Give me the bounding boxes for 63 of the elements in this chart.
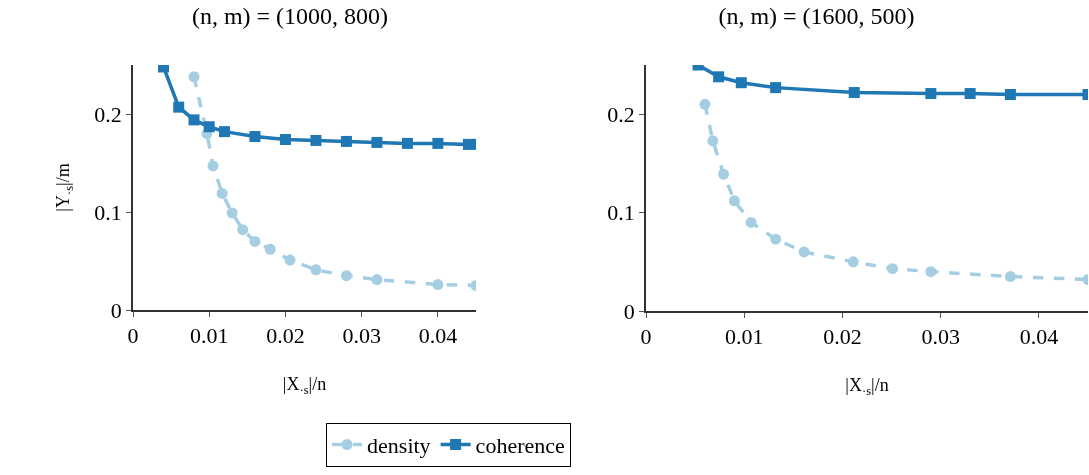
x-tick-label: 0	[640, 324, 652, 350]
point	[310, 264, 322, 276]
point	[718, 168, 730, 180]
point	[340, 270, 352, 282]
x-tick-label: 0.03	[921, 324, 960, 350]
point	[1004, 271, 1016, 283]
point	[279, 133, 291, 145]
y-tick-label: 0.2	[94, 101, 122, 127]
point	[340, 135, 352, 147]
point	[745, 216, 757, 228]
x-tick-label: 0.01	[189, 323, 229, 349]
point	[264, 243, 276, 255]
point	[188, 114, 200, 126]
point	[728, 195, 740, 207]
x-tick-label: 0.02	[823, 324, 862, 350]
point	[707, 135, 719, 147]
point	[925, 266, 937, 278]
point	[216, 187, 228, 199]
y-tick-label: 0.1	[607, 200, 635, 226]
point	[218, 126, 230, 138]
point	[713, 71, 725, 83]
point	[432, 279, 444, 291]
y-tick-label: 0.1	[94, 199, 122, 225]
point	[226, 207, 238, 219]
point	[925, 88, 937, 100]
point	[770, 82, 782, 94]
point	[203, 121, 215, 133]
x-tick-label: 0.03	[342, 323, 381, 349]
point	[401, 137, 413, 149]
point	[371, 136, 383, 148]
x-tick-label: 0.01	[724, 324, 764, 350]
point	[249, 235, 261, 247]
y-tick-label: 0	[110, 297, 122, 323]
x-tick-label: 0.04	[1019, 324, 1059, 350]
point	[188, 71, 200, 83]
legend-label: coherence	[475, 433, 565, 459]
point	[1004, 89, 1016, 101]
point	[371, 274, 383, 286]
chart-title: (n, m) = (1600, 500)	[718, 2, 915, 29]
x-tick-label: 0.04	[418, 323, 458, 349]
point	[847, 256, 859, 268]
x-tick-label: 0	[127, 323, 139, 349]
point	[887, 263, 899, 275]
x-axis-title: |X$_{·s}$|/n	[845, 374, 889, 398]
point	[770, 233, 782, 245]
point	[207, 160, 219, 172]
point	[848, 87, 860, 99]
point	[249, 131, 261, 143]
point	[735, 77, 747, 89]
point	[432, 137, 444, 149]
x-axis-title: |X$_{·s}$|/n	[282, 373, 327, 397]
point	[310, 134, 322, 146]
chart-title: (n, m) = (1000, 800)	[191, 2, 389, 29]
point	[237, 224, 249, 236]
y-tick-label: 0	[623, 298, 635, 324]
legend-label: density	[367, 433, 431, 459]
point	[173, 101, 185, 113]
point	[798, 246, 810, 258]
x-tick-label: 0.02	[266, 323, 305, 349]
point	[964, 88, 976, 100]
point	[699, 98, 711, 110]
point	[284, 254, 296, 266]
y-tick-label: 0.2	[607, 101, 635, 127]
